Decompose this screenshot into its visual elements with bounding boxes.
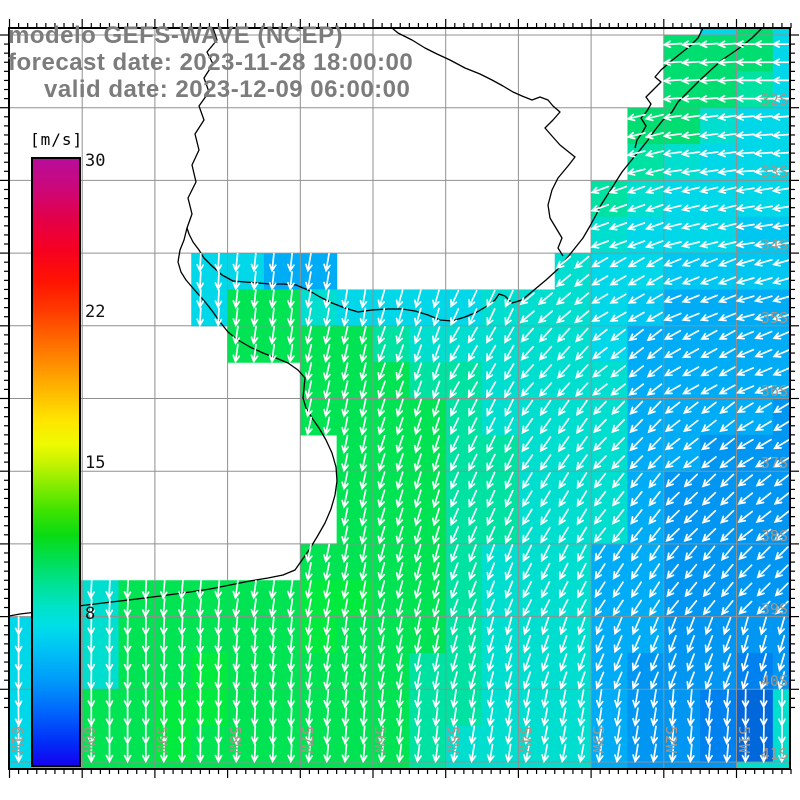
lat-label-36S: 36S: [760, 381, 788, 400]
colorbar-tick-8: 8: [85, 604, 96, 624]
lat-label-40S: 40S: [760, 672, 788, 691]
lon-label-58W: 58W: [225, 726, 244, 754]
valid-date: valid date: 2023-12-09 06:00:00: [44, 76, 411, 103]
lon-label-54W: 54W: [516, 726, 535, 754]
wave-direction-arrows: [14, 40, 790, 764]
lat-label-35S: 35S: [760, 308, 788, 327]
lat-label-41S: 41S: [760, 745, 788, 763]
lat-label-39S: 39S: [760, 599, 788, 618]
colorbar-unit-label: [m/s]: [30, 130, 84, 149]
colorbar-tick-15: 15: [85, 453, 106, 473]
lon-label-60W: 60W: [80, 726, 99, 754]
model-title: modelo GEFS-WAVE (NCEP): [8, 22, 344, 49]
forecast-date: forecast date: 2023-11-28 18:00:00: [8, 49, 414, 76]
coastline: [186, 28, 218, 229]
lon-label-59W: 59W: [152, 726, 171, 754]
lon-label-57W: 57W: [298, 726, 317, 754]
lat-label-32S: 32S: [760, 90, 788, 109]
colorbar: [31, 157, 81, 767]
lat-label-37S: 37S: [760, 454, 788, 473]
axis-ticks: [0, 19, 799, 778]
lat-label-33S: 33S: [760, 163, 788, 182]
lon-label-53W: 53W: [589, 726, 608, 754]
colorbar-tick-30: 30: [85, 151, 106, 171]
coastline: [391, 28, 576, 257]
lon-label-56W: 56W: [371, 726, 389, 754]
lon-label-52W: 52W: [661, 726, 680, 754]
lat-label-34S: 34S: [760, 236, 788, 255]
lon-label-61W: 61W: [7, 726, 26, 754]
coastline: [634, 28, 704, 149]
lon-label-51W: 51W: [734, 726, 753, 754]
colorbar-tick-22: 22: [85, 302, 106, 322]
lat-label-38S: 38S: [760, 526, 788, 545]
lon-label-55W: 55W: [443, 726, 462, 754]
